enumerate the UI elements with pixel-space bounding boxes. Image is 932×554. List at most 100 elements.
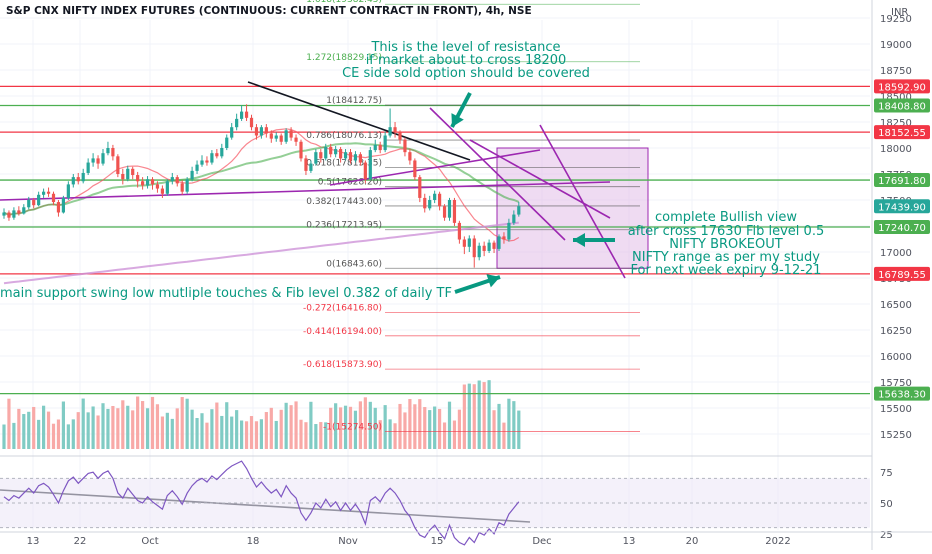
resistance-note-line-1: This is the level of resistance bbox=[370, 40, 560, 55]
volume-bar bbox=[145, 408, 150, 449]
candle-body bbox=[170, 177, 174, 182]
candle-body bbox=[155, 184, 160, 189]
candle-body bbox=[91, 158, 95, 163]
volume-bar bbox=[22, 414, 26, 449]
volume-bar bbox=[81, 398, 85, 449]
candle-body bbox=[145, 179, 150, 186]
volume-bar bbox=[467, 383, 471, 449]
candle-body bbox=[259, 127, 263, 136]
bullish-note-line-2: after cross 17630 Fib level 0.5 bbox=[628, 224, 824, 239]
volume-bar bbox=[492, 410, 496, 449]
candle-body bbox=[447, 200, 452, 218]
volume-bar bbox=[378, 420, 382, 449]
bullish-note: complete Bullish view after cross 17630 … bbox=[628, 210, 824, 278]
candle-body bbox=[269, 133, 273, 139]
time-tick-label: Dec bbox=[532, 536, 551, 547]
volume-bar bbox=[408, 399, 412, 449]
bullish-arrow-head bbox=[573, 233, 585, 247]
fib-level-label: 1(18412.75) bbox=[326, 96, 382, 106]
volume-bar bbox=[210, 409, 214, 449]
candle-body bbox=[378, 144, 382, 151]
volume-bar bbox=[363, 397, 367, 449]
candle-body bbox=[7, 212, 11, 218]
candle-body bbox=[497, 236, 501, 249]
trend-line bbox=[247, 81, 471, 161]
candle-body bbox=[294, 137, 298, 142]
candle-body bbox=[111, 148, 115, 157]
candle-body bbox=[348, 152, 353, 161]
volume-bar bbox=[244, 421, 249, 449]
price-tag-background bbox=[874, 266, 930, 281]
candle-body bbox=[442, 206, 447, 218]
volume-bar bbox=[131, 410, 135, 449]
candle-body bbox=[220, 148, 224, 157]
candle-body bbox=[76, 177, 80, 182]
volume-bar bbox=[180, 397, 184, 449]
volume-bar bbox=[215, 402, 219, 449]
candle-body bbox=[363, 162, 367, 180]
candle-body bbox=[200, 160, 204, 165]
volume-bar bbox=[220, 415, 224, 449]
candle-body bbox=[96, 158, 100, 164]
candle-body bbox=[210, 153, 214, 163]
candle-body bbox=[438, 193, 442, 207]
candle-body bbox=[17, 210, 21, 214]
volume-bar bbox=[27, 411, 31, 449]
volume-bar bbox=[200, 413, 204, 449]
candle-body bbox=[101, 153, 105, 164]
price-tick-label: 16000 bbox=[880, 352, 912, 363]
candle-body bbox=[304, 158, 308, 171]
bullish-note-line-5: For next week expiry 9-12-21 bbox=[631, 263, 822, 278]
resistance-note: This is the level of resistance if marke… bbox=[342, 40, 590, 81]
price-tick-label: 18000 bbox=[880, 144, 912, 155]
fib-level-label: 0.382(17443.00) bbox=[306, 197, 382, 207]
candle-body bbox=[264, 127, 268, 134]
candle-body bbox=[492, 242, 496, 249]
volume-bar bbox=[497, 403, 501, 449]
fib-level-label: 0.786(18076.13) bbox=[306, 131, 382, 141]
candle-body bbox=[116, 156, 120, 174]
price-tag-background bbox=[874, 386, 930, 401]
candle-body bbox=[289, 130, 293, 138]
volume-bar bbox=[160, 416, 164, 449]
candle-body bbox=[249, 117, 254, 128]
fib-level-label: -1(15274.50) bbox=[323, 422, 382, 432]
fib-level-label: -0.618(15873.90) bbox=[303, 360, 382, 370]
volume-bar bbox=[190, 409, 194, 449]
volume-bar bbox=[324, 422, 328, 449]
volume-bar bbox=[472, 384, 476, 449]
candle-body bbox=[279, 135, 283, 142]
candle-body bbox=[215, 153, 219, 157]
volume-bar bbox=[487, 380, 491, 449]
volume-bar bbox=[299, 419, 303, 449]
time-tick-label: 15 bbox=[431, 536, 444, 547]
price-tick-label: 18500 bbox=[880, 92, 912, 103]
support-arrow-head bbox=[486, 274, 500, 288]
candle-body bbox=[2, 212, 6, 216]
trend-line bbox=[469, 139, 611, 219]
candle-body bbox=[388, 127, 392, 136]
candle-body bbox=[131, 168, 135, 176]
candle-body bbox=[235, 118, 239, 128]
volume-bar bbox=[175, 408, 179, 449]
volume-layer bbox=[2, 380, 521, 449]
volume-bar bbox=[240, 420, 244, 449]
resistance-note-line-2: if market about to cross 18200 bbox=[366, 53, 567, 68]
volume-bar bbox=[116, 408, 120, 449]
candle-body bbox=[408, 152, 412, 161]
volume-bar bbox=[269, 407, 273, 449]
candle-body bbox=[254, 127, 259, 136]
volume-bar bbox=[126, 405, 130, 449]
bullish-note-line-1: complete Bullish view bbox=[655, 210, 797, 225]
time-tick-label: 2022 bbox=[765, 536, 790, 547]
candle-body bbox=[141, 181, 145, 186]
time-tick-label: Nov bbox=[338, 536, 358, 547]
fib-level-label: -0.414(16194.00) bbox=[303, 327, 382, 337]
volume-bar bbox=[373, 407, 377, 449]
candle-body bbox=[185, 179, 189, 192]
volume-bar bbox=[56, 419, 61, 449]
volume-bar bbox=[235, 410, 239, 449]
candle-body bbox=[428, 200, 432, 209]
volume-bar bbox=[51, 423, 56, 449]
